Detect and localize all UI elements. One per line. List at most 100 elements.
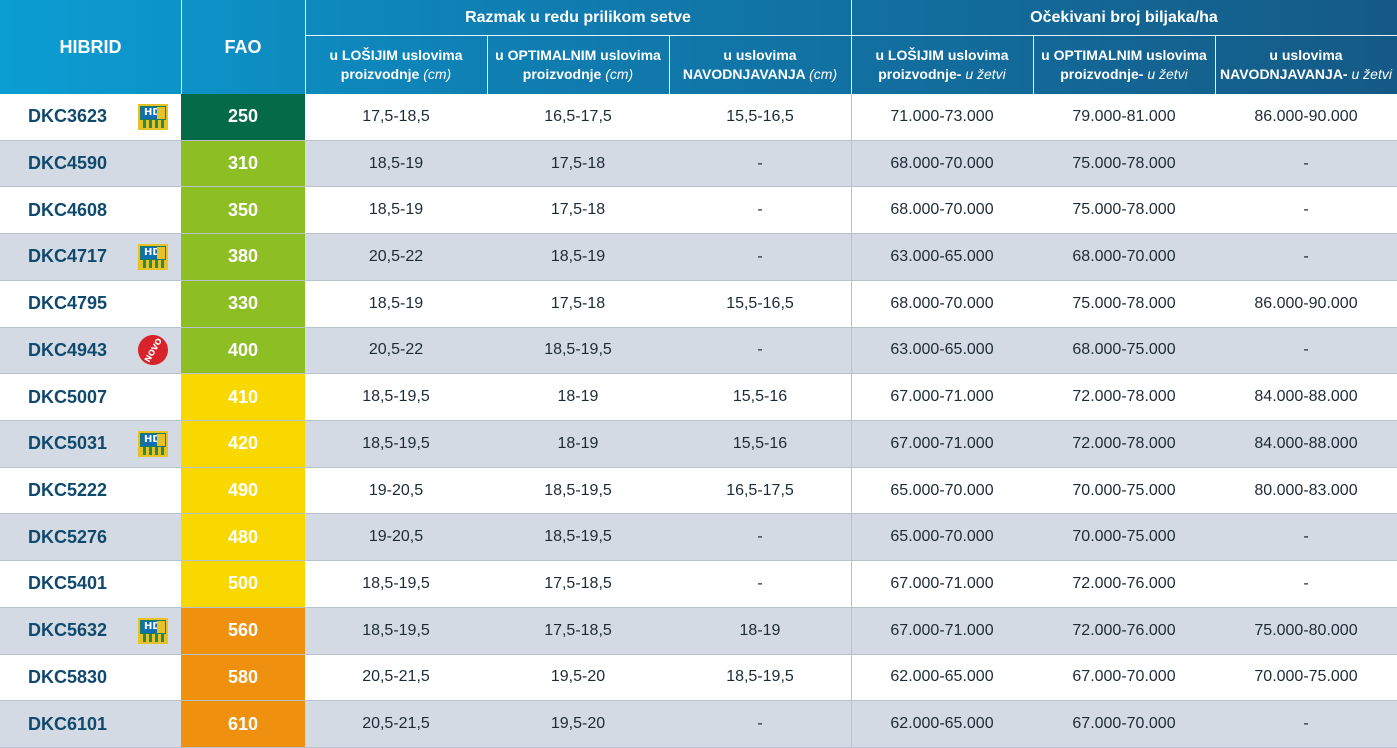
hybrid-name: DKC4608 xyxy=(28,199,108,220)
fao-value: 310 xyxy=(181,140,305,187)
header-spacing-optimal: u OPTIMALNIM uslovima proizvodnje (cm) xyxy=(495,47,661,82)
column-divider xyxy=(851,187,852,234)
header-divider xyxy=(305,0,306,94)
fao-value: 420 xyxy=(181,421,305,467)
header-group-spacing: Razmak u redu prilikom setve xyxy=(465,9,691,26)
hybrid-name: DKC3623 xyxy=(28,106,108,127)
column-divider xyxy=(851,561,852,607)
cell-s2: 17,5-18 xyxy=(550,154,606,172)
hybrid-name: DKC4590 xyxy=(28,153,108,174)
fao-value: 400 xyxy=(181,327,305,374)
cell-s2: 18,5-19,5 xyxy=(544,528,612,546)
column-divider xyxy=(851,514,852,561)
cell-s1: 19-20,5 xyxy=(368,481,424,499)
cell-p3: - xyxy=(1303,201,1309,219)
cell-p3: 84.000-88.000 xyxy=(1254,434,1358,452)
header-plants-poor: u LOŠIJIM uslovima proizvodnje- u žetvi xyxy=(875,47,1009,82)
cell-s3: 18-19 xyxy=(739,621,781,639)
header-group-plants: Očekivani broj biljaka/ha xyxy=(1030,9,1218,26)
hybrid-name: DKC5632 xyxy=(28,620,108,641)
header-spacing-poor: u LOŠIJIM uslovima proizvodnje (cm) xyxy=(329,47,463,82)
cell-s1: 18,5-19,5 xyxy=(362,621,430,639)
cell-p1: 68.000-70.000 xyxy=(890,154,994,172)
fao-value: 250 xyxy=(181,94,305,140)
hd-badge-icon: HD xyxy=(138,617,168,644)
header-spacing-irrigation: u uslovima NAVODNJAVANJA (cm) xyxy=(682,47,838,82)
cell-p2: 67.000-70.000 xyxy=(1072,668,1176,686)
hd-badge-plant xyxy=(157,246,165,259)
column-divider xyxy=(851,140,852,187)
cell-s2: 18,5-19 xyxy=(550,247,606,265)
cell-p3: 86.000-90.000 xyxy=(1254,107,1358,125)
table-row: DKC5830 580 20,5-21,5 19,5-20 18,5-19,5 62.00… xyxy=(0,654,1397,702)
cell-p1: 67.000-71.000 xyxy=(890,388,994,406)
cell-s1: 19-20,5 xyxy=(368,528,424,546)
cell-p1: 63.000-65.000 xyxy=(890,341,994,359)
fao-value: 610 xyxy=(181,701,305,747)
fao-value: 560 xyxy=(181,607,305,654)
hd-badge-field xyxy=(140,119,166,128)
cell-s1: 20,5-21,5 xyxy=(362,668,430,686)
cell-s3: 18,5-19,5 xyxy=(726,668,794,686)
header-plants-irrigation: u uslovima NAVODNJAVANJA- u žetvi xyxy=(1220,47,1392,82)
cell-p1: 67.000-71.000 xyxy=(890,574,994,592)
cell-p2: 70.000-75.000 xyxy=(1072,481,1176,499)
hd-badge-field xyxy=(140,259,166,268)
hybrid-name: DKC6101 xyxy=(28,713,108,734)
cell-s1: 18,5-19,5 xyxy=(362,388,430,406)
cell-p3: 86.000-90.000 xyxy=(1254,294,1358,312)
cell-p1: 71.000-73.000 xyxy=(890,107,994,125)
fao-value: 330 xyxy=(181,280,305,327)
column-divider xyxy=(851,374,852,420)
hybrid-name: DKC5007 xyxy=(28,386,108,407)
cell-p1: 65.000-70.000 xyxy=(890,481,994,499)
cell-p2: 68.000-75.000 xyxy=(1072,341,1176,359)
cell-s3: 15,5-16 xyxy=(732,388,788,406)
cell-p3: 75.000-80.000 xyxy=(1254,621,1358,639)
hd-badge-plant xyxy=(157,433,165,446)
table-row: DKC5007 410 18,5-19,5 18-19 15,5-16 67.000-71… xyxy=(0,374,1397,421)
cell-p3: - xyxy=(1303,341,1309,359)
cell-s3: - xyxy=(757,201,763,219)
hd-badge-field xyxy=(140,633,166,642)
column-divider xyxy=(851,701,852,747)
table-row: DKC6101 610 20,5-21,5 19,5-20 - 62.000-65.000… xyxy=(0,701,1397,748)
cell-p3: 84.000-88.000 xyxy=(1254,388,1358,406)
table-row: DKC4795 330 18,5-19 17,5-18 15,5-16,5 68.000-… xyxy=(0,280,1397,328)
cell-p2: 67.000-70.000 xyxy=(1072,715,1176,733)
cell-p3: - xyxy=(1303,574,1309,592)
hd-badge-plant xyxy=(157,106,165,119)
cell-s2: 17,5-18 xyxy=(550,294,606,312)
cell-s2: 17,5-18 xyxy=(550,201,606,219)
cell-s2: 17,5-18,5 xyxy=(544,574,612,592)
cell-s1: 18,5-19 xyxy=(368,154,424,172)
cell-p1: 63.000-65.000 xyxy=(890,247,994,265)
cell-p2: 75.000-78.000 xyxy=(1072,154,1176,172)
cell-p3: - xyxy=(1303,528,1309,546)
header-divider xyxy=(1033,36,1034,94)
header-divider xyxy=(181,0,182,94)
column-divider xyxy=(851,327,852,374)
header-plants-optimal: u OPTIMALNIM uslovima proizvodnje- u žetv… xyxy=(1041,47,1207,82)
cell-s3: - xyxy=(757,528,763,546)
fao-value: 350 xyxy=(181,187,305,234)
cell-p3: 80.000-83.000 xyxy=(1254,481,1358,499)
table-row: DKC5276 480 19-20,5 18,5-19,5 - 65.000-70.000… xyxy=(0,514,1397,562)
table-row: DKC4608 350 18,5-19 17,5-18 - 68.000-70.000 75… xyxy=(0,187,1397,235)
cell-s1: 18,5-19,5 xyxy=(362,574,430,592)
cell-p3: - xyxy=(1303,154,1309,172)
cell-s3: - xyxy=(757,247,763,265)
header-fao: FAO xyxy=(224,36,262,57)
hd-badge-field xyxy=(140,446,166,455)
column-divider xyxy=(851,654,852,701)
column-divider xyxy=(851,607,852,654)
cell-p2: 72.000-76.000 xyxy=(1072,621,1176,639)
cell-p3: 70.000-75.000 xyxy=(1254,668,1358,686)
cell-s2: 18-19 xyxy=(557,388,599,406)
hybrid-name: DKC5830 xyxy=(28,666,108,687)
header-hibrid: HIBRID xyxy=(59,36,122,57)
cell-p1: 65.000-70.000 xyxy=(890,528,994,546)
cell-s3: - xyxy=(757,715,763,733)
cell-s1: 20,5-22 xyxy=(368,247,424,265)
hybrid-name: DKC5401 xyxy=(28,573,108,594)
